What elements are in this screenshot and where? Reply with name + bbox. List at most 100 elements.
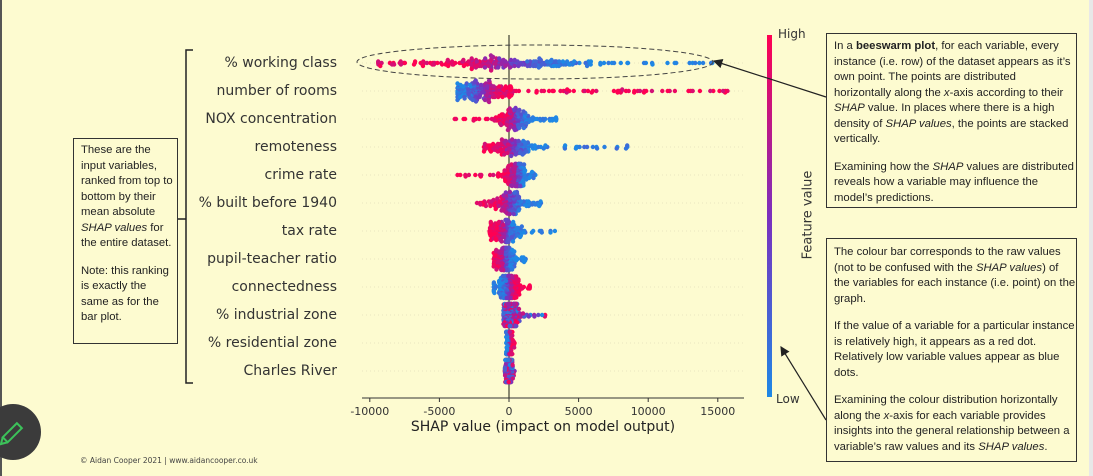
shap-point <box>484 84 490 89</box>
shap-point <box>582 88 588 94</box>
shap-point <box>632 90 637 95</box>
shap-point <box>611 60 617 66</box>
shap-point <box>502 365 508 371</box>
shap-point <box>506 273 511 279</box>
shap-point <box>517 234 523 240</box>
shap-point <box>503 138 509 144</box>
shap-point <box>522 140 528 145</box>
shap-point <box>504 295 509 301</box>
shap-point <box>488 68 494 73</box>
shap-point <box>522 168 528 173</box>
shap-point <box>484 93 489 98</box>
shap-point <box>525 286 531 291</box>
shap-point <box>512 295 517 301</box>
shap-point <box>478 202 483 207</box>
shap-point <box>589 90 594 95</box>
shap-point <box>466 87 471 92</box>
shap-point <box>499 267 504 273</box>
shap-point <box>491 264 496 269</box>
shap-point <box>606 60 611 66</box>
shap-point <box>512 190 517 195</box>
copyright-footer: © Aidan Cooper 2021 | www.aidancooper.co… <box>80 456 258 465</box>
note-text: Examining the colour distribution horizo… <box>834 394 1058 422</box>
shap-point <box>524 177 529 182</box>
shap-point <box>577 144 582 150</box>
shap-point <box>488 219 493 225</box>
note-text: The colour bar corresponds to the raw va… <box>834 246 1061 274</box>
shap-point <box>505 127 511 133</box>
shap-point <box>585 88 591 94</box>
shap-point <box>507 351 513 357</box>
shap-point <box>507 189 512 195</box>
shap-point <box>507 65 513 70</box>
feature-label: % industrial zone <box>215 307 337 323</box>
note-text: SHAP values <box>978 440 1045 453</box>
shap-point <box>521 125 526 131</box>
shap-point <box>544 59 550 64</box>
note-paragraph: These are the input variables, ranked fr… <box>81 143 177 252</box>
shap-point <box>686 88 691 94</box>
colorbar <box>767 35 772 397</box>
x-tick-label: 15000 <box>700 405 736 418</box>
shap-point <box>512 161 518 167</box>
shap-point <box>513 323 518 329</box>
shap-point <box>420 63 426 69</box>
shap-point <box>525 63 530 69</box>
shap-point <box>468 62 474 67</box>
shap-point <box>524 203 529 209</box>
shap-point <box>376 59 381 64</box>
shap-point <box>491 172 496 178</box>
colour-bar-explanation-note: The colour bar corresponds to the raw va… <box>826 238 1077 462</box>
shap-point <box>516 138 521 144</box>
shap-point <box>611 88 617 94</box>
note-paragraph: The colour bar corresponds to the raw va… <box>834 245 1076 307</box>
shap-point <box>518 199 523 204</box>
shap-point <box>497 56 502 61</box>
shap-point <box>503 357 508 363</box>
shap-point <box>571 88 576 94</box>
x-axis-label: SHAP value (impact on model output) <box>410 419 676 435</box>
shap-point <box>690 88 695 94</box>
shap-point <box>532 314 537 319</box>
note-text: , for each variable, every instance (i.e… <box>834 40 1071 99</box>
shap-point <box>530 115 536 120</box>
shap-point <box>519 224 524 229</box>
shap-point <box>537 56 542 61</box>
shap-point <box>573 146 579 151</box>
shap-point <box>516 194 522 200</box>
shap-point <box>466 172 472 178</box>
shap-point <box>488 53 494 58</box>
shap-point <box>503 178 508 184</box>
shap-point <box>551 88 556 94</box>
shap-point <box>504 122 509 128</box>
shap-point <box>508 323 513 329</box>
x-tick-label: 0 <box>505 405 513 418</box>
pencil-tool-button[interactable] <box>0 404 41 460</box>
shap-point <box>516 63 521 69</box>
shap-point <box>482 65 488 70</box>
shap-point <box>453 116 459 122</box>
note-text: x <box>883 409 890 422</box>
shap-point <box>471 118 476 123</box>
shap-point <box>536 144 541 150</box>
shap-point <box>508 57 514 63</box>
shap-point <box>720 88 726 94</box>
shap-point <box>421 59 426 64</box>
shap-point <box>511 180 516 185</box>
shap-point <box>541 88 547 94</box>
note-text: SHAP <box>834 102 865 114</box>
shap-point <box>499 208 504 213</box>
shap-point <box>477 94 482 100</box>
shap-point <box>469 66 474 72</box>
shap-point <box>513 152 518 157</box>
shap-point <box>508 84 513 89</box>
shap-point <box>549 57 554 63</box>
shap-point <box>492 203 498 209</box>
shap-point <box>503 190 508 195</box>
feature-label: Charles River <box>243 363 337 379</box>
feature-label: % built before 1940 <box>198 195 337 211</box>
shap-point <box>543 143 548 148</box>
note-paragraph: If the value of a variable for a particu… <box>834 319 1076 381</box>
note-text: In a <box>834 40 856 52</box>
